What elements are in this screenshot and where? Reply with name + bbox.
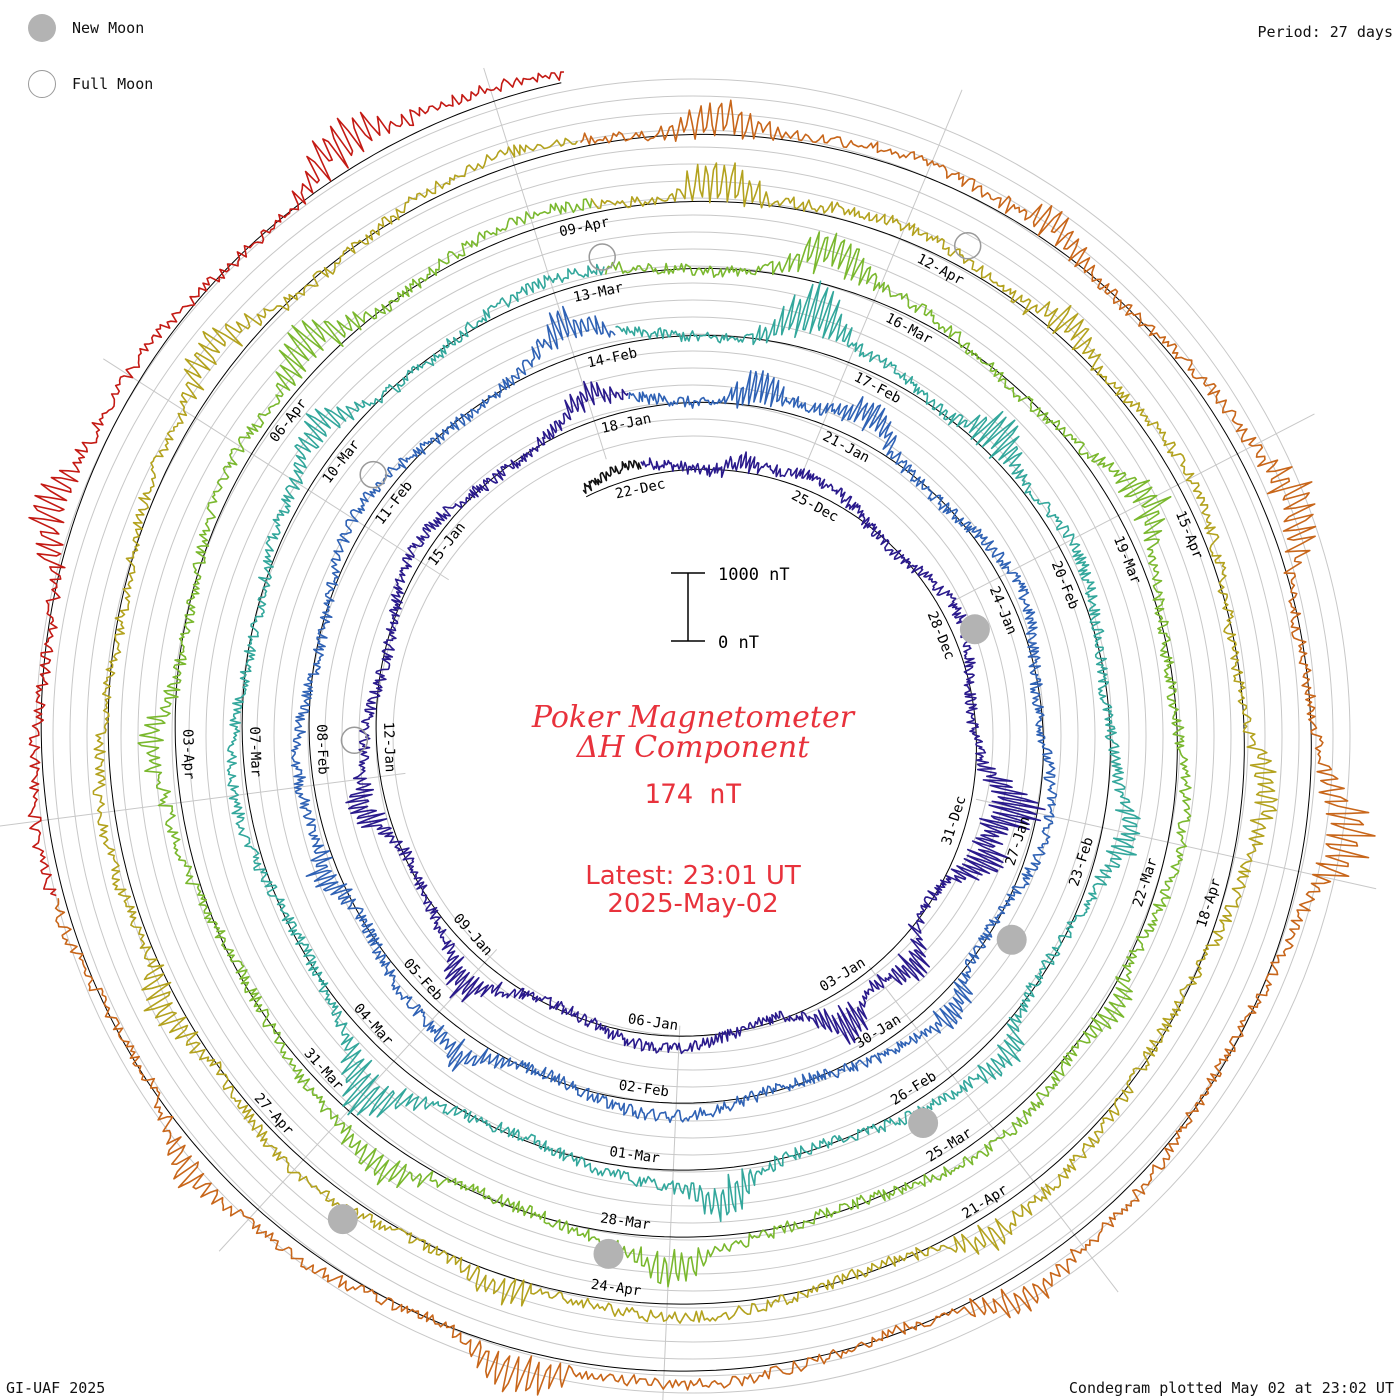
grid-circle — [120, 163, 1266, 1309]
latest-date: 2025-May-02 — [607, 889, 778, 919]
spiral-baseline — [40, 82, 1312, 1372]
date-label: 02-Feb — [618, 1078, 670, 1101]
date-label: 08-Feb — [313, 724, 331, 775]
grid-spoke — [103, 358, 449, 581]
full-moon-marker — [340, 726, 369, 755]
chart-title: Poker Magnetometer — [531, 700, 856, 735]
grid-circle — [103, 146, 1283, 1326]
scale-bar — [671, 572, 705, 642]
spiral-baselines — [40, 82, 1312, 1372]
date-label: 28-Dec — [924, 609, 958, 662]
series-line-2 — [345, 380, 1046, 1055]
date-label: 22-Dec — [614, 476, 667, 502]
grid-circle — [273, 316, 1113, 1156]
full-moon-marker — [953, 232, 982, 260]
grid-spoke — [975, 798, 1377, 890]
grid-spoke — [662, 1025, 681, 1400]
grid-circle — [69, 112, 1317, 1360]
series-line-1 — [582, 459, 642, 494]
legend-new-moon: New Moon — [28, 14, 144, 42]
series-line-5 — [137, 198, 1192, 1288]
grid-circle — [137, 180, 1249, 1292]
plotted-label: Condegram plotted May 02 at 23:02 UT — [1068, 1379, 1394, 1397]
grid-circle — [171, 214, 1215, 1258]
polar-grid — [35, 78, 1351, 1394]
date-label: 28-Mar — [599, 1210, 651, 1233]
credit-label: GI-UAF 2025 — [6, 1379, 106, 1397]
date-label: 06-Jan — [627, 1011, 679, 1034]
center-block: 1000 nT 0 nT Poker Magnetometer ΔH Compo… — [531, 565, 856, 919]
date-label: 07-Mar — [246, 726, 264, 777]
new-moon-marker — [996, 924, 1027, 955]
legend-full-moon-label: Full Moon — [72, 75, 154, 93]
date-label: 03-Apr — [179, 729, 197, 780]
grid-circle — [222, 265, 1164, 1207]
date-label: 22-Mar — [1130, 856, 1161, 909]
legend-new-moon-label: New Moon — [72, 19, 145, 37]
series-line-8 — [27, 71, 565, 897]
grid-spoke — [868, 966, 1119, 1293]
new-moon-marker — [593, 1238, 624, 1269]
date-label: 09-Apr — [558, 214, 611, 240]
date-label: 24-Jan — [986, 584, 1020, 637]
scale-top-label: 1000 nT — [718, 565, 790, 585]
grid-circle — [307, 350, 1079, 1122]
grid-circle — [188, 231, 1198, 1241]
grid-circle — [324, 367, 1062, 1105]
moon-markers — [327, 232, 1027, 1269]
date-label: 18-Jan — [600, 411, 653, 437]
date-label: 18-Apr — [1194, 877, 1225, 930]
full-moon-marker — [588, 243, 616, 271]
date-label: 01-Mar — [608, 1144, 660, 1167]
series-line-3 — [290, 305, 1058, 1124]
chart-subtitle: ΔH Component — [576, 730, 810, 765]
date-label: 12-Jan — [380, 721, 398, 772]
new-moon-icon — [28, 14, 56, 42]
new-moon-marker — [327, 1204, 358, 1235]
latest-time: Latest: 23:01 UT — [585, 861, 801, 891]
grid-circle — [52, 95, 1334, 1377]
grid-circle — [239, 282, 1147, 1190]
grid-spoke — [0, 772, 406, 827]
date-label: 24-Apr — [590, 1277, 642, 1300]
new-moon-marker — [908, 1108, 939, 1138]
date-label: 13-Mar — [572, 280, 625, 306]
legend-full-moon: Full Moon — [28, 70, 153, 98]
series-line-7 — [54, 99, 1376, 1396]
date-label: 19-Mar — [1110, 534, 1144, 587]
full-moon-marker — [359, 460, 387, 489]
series-line-4 — [226, 263, 1141, 1222]
period-label: Period: 27 days — [1257, 23, 1393, 41]
new-moon-marker — [959, 614, 990, 645]
scale-bottom-label: 0 nT — [718, 633, 759, 653]
date-label: 15-Apr — [1172, 509, 1206, 562]
current-value: 174 nT — [644, 779, 742, 810]
grid-spoke — [483, 67, 607, 460]
series-line-6 — [92, 137, 1278, 1324]
grid-circle — [256, 299, 1130, 1173]
date-label: 31-Dec — [939, 794, 970, 847]
date-label: 14-Feb — [586, 345, 639, 371]
full-moon-icon — [28, 70, 56, 98]
data-series — [27, 71, 1376, 1396]
